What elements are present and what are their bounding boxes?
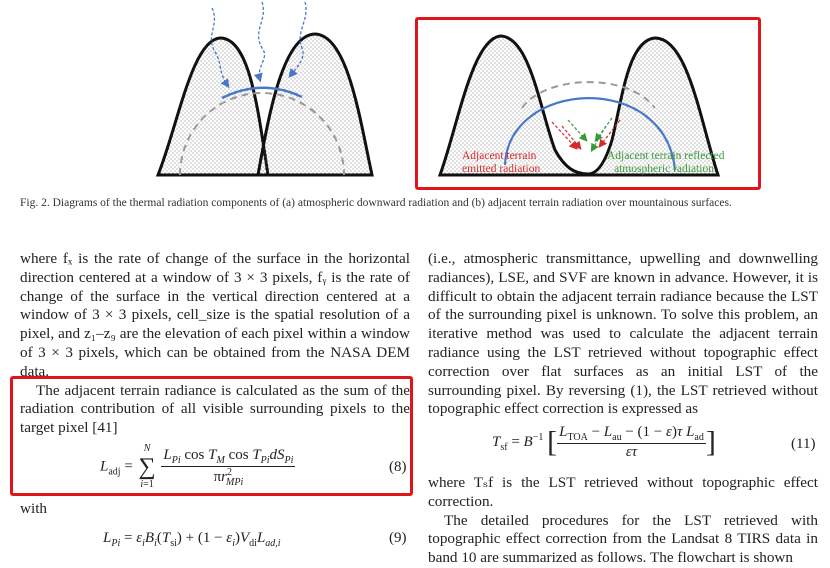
hemisphere-dashed-b [521, 81, 656, 109]
ray-a2 [253, 1, 266, 83]
right-column-bottom: where Tₛf is the LST retrieved without t… [428, 474, 818, 568]
highlight-box-panel-b [415, 17, 761, 190]
label-reflected-1: Adjacent terrain reflected [607, 150, 725, 162]
paragraph-procedures: The detailed procedures for the LST retr… [428, 511, 818, 567]
paragraph-adjacent-radiance: The adjacent terrain radiance is calcula… [20, 381, 410, 437]
equation-9: LPi = εiBi(Tsi) + (1 − εi)VdiLad,i [103, 530, 281, 549]
ray-a1 [210, 7, 230, 89]
equation-8-number: (8) [389, 459, 407, 475]
label-emitted-1: Adjacent terrain [462, 150, 537, 162]
equation-11-number: (11) [791, 436, 816, 452]
with-text: with [20, 500, 48, 517]
mountain-left-a [155, 36, 270, 177]
panel-b: Adjacent terrain emitted radiation Adjac… [437, 34, 725, 177]
label-reflected-2: atmospheric radiation [614, 163, 714, 175]
panel-a [155, 1, 374, 177]
highlight-box-equation-8 [10, 376, 413, 496]
figure-caption: Fig. 2. Diagrams of the thermal radiatio… [20, 197, 732, 209]
mountain-left-b [437, 34, 721, 177]
equation-9-number: (9) [389, 530, 407, 546]
left-column: where fₓ is the rate of change of the su… [20, 250, 410, 438]
equation-8: Ladj = N ∑ i=1 LPi cos TM cos TPidSPi πr2… [100, 443, 296, 490]
paragraph-iterative-method: (i.e., atmospheric transmittance, upwell… [428, 250, 818, 418]
sky-arc-a [221, 86, 303, 100]
right-column-top: (i.e., atmospheric transmittance, upwell… [428, 250, 818, 419]
equation-11: Tsf = B−1 [LTOA − Lau − (1 − ε)τ Lad ετ] [492, 424, 716, 460]
label-emitted-2: emitted radiation [462, 163, 540, 175]
ray-a3 [288, 1, 307, 79]
mountain-right-a [256, 32, 374, 177]
paragraph-definitions: where fₓ is the rate of change of the su… [20, 250, 410, 380]
figure-2: Adjacent terrain emitted radiation Adjac… [155, 1, 725, 177]
paragraph-tsf-definition: where Tₛf is the LST retrieved without t… [428, 474, 818, 510]
hemisphere-dashed-a [179, 92, 345, 176]
sky-arc-b [503, 97, 677, 171]
